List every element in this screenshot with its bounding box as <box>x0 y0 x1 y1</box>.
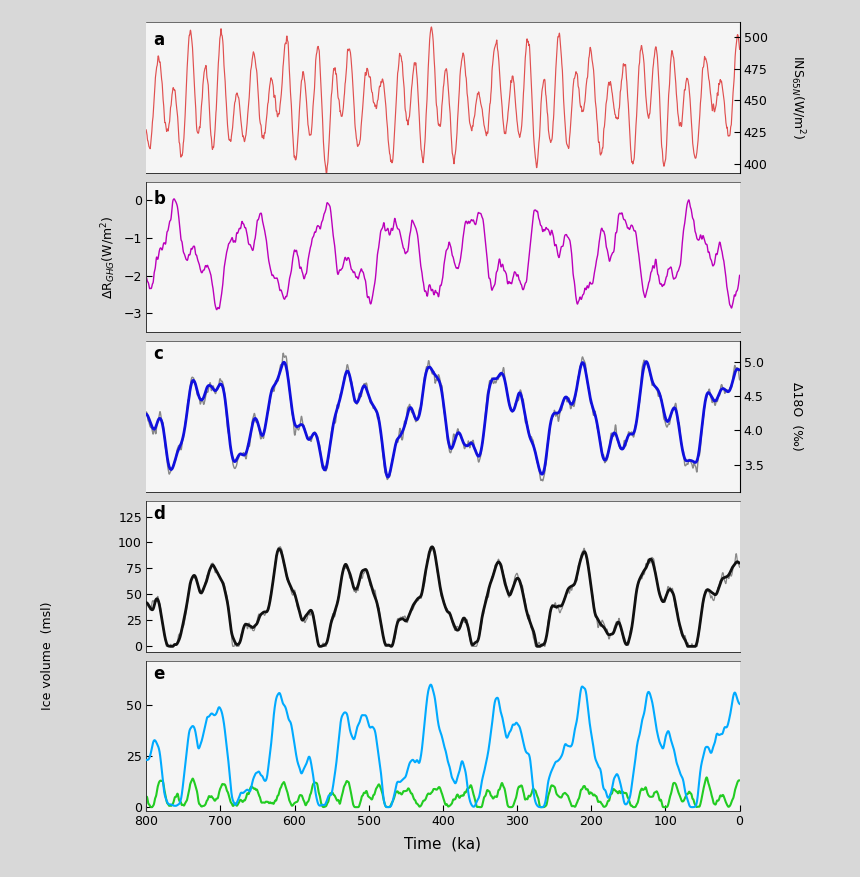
Text: e: e <box>153 665 165 682</box>
Text: Ice volume  (msl): Ice volume (msl) <box>40 602 54 710</box>
Text: d: d <box>153 505 165 523</box>
Text: a: a <box>153 31 164 48</box>
Text: c: c <box>153 346 163 363</box>
Y-axis label: ΔR$_{GHG}$(W/m$^2$): ΔR$_{GHG}$(W/m$^2$) <box>100 215 118 298</box>
Y-axis label: INS$_{65N}$(W/m$^2$): INS$_{65N}$(W/m$^2$) <box>788 55 807 139</box>
Y-axis label: Δ18O  (‰): Δ18O (‰) <box>789 382 802 451</box>
Text: b: b <box>153 190 165 208</box>
X-axis label: Time  (ka): Time (ka) <box>404 837 482 852</box>
